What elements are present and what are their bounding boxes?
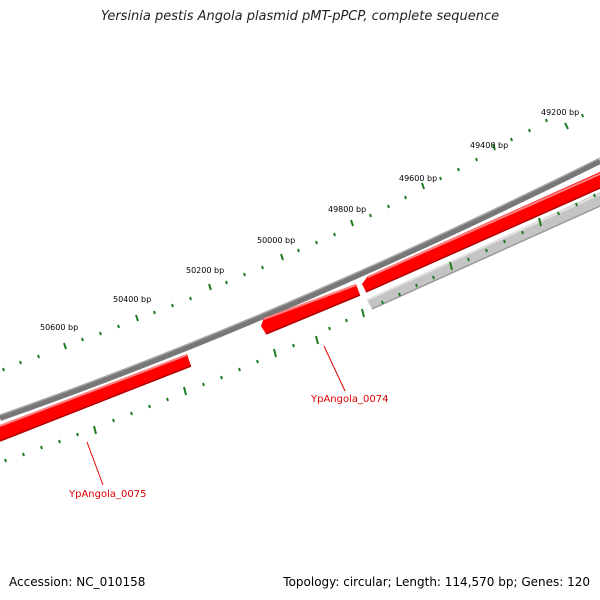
ruler-label: 50200 bp bbox=[186, 266, 224, 275]
ruler-labels: 49200 bp 49400 bp 49600 bp 49800 bp 5000… bbox=[40, 108, 579, 332]
map-title: Yersinia pestis Angola plasmid pMT-pPCP,… bbox=[100, 9, 500, 24]
ruler-label: 50000 bp bbox=[257, 236, 295, 245]
gene-block-upper-right-highlight bbox=[367, 173, 600, 278]
ruler-ticks-outer bbox=[2, 113, 584, 372]
gene-label-ypangola-0075[interactable]: YpAngola_0075 bbox=[68, 489, 146, 500]
gene-block-upper-right bbox=[362, 172, 600, 292]
light-feature-shadow bbox=[371, 205, 600, 310]
ruler-label: 49200 bp bbox=[541, 108, 579, 117]
backbone-strand-highlight bbox=[0, 157, 600, 416]
accession-text: Accession: NC_010158 bbox=[9, 575, 146, 589]
ruler-ticks-inner bbox=[4, 193, 596, 463]
gene-block-ypangola-0074-highlight bbox=[263, 284, 357, 320]
ruler-label: 49400 bp bbox=[470, 141, 508, 150]
backbone-strand bbox=[0, 158, 600, 421]
ruler-label: 50600 bp bbox=[40, 323, 78, 332]
gene-block-ypangola-0074 bbox=[261, 284, 360, 334]
ruler-label: 49800 bp bbox=[328, 205, 366, 214]
gene-label-ypangola-0074[interactable]: YpAngola_0074 bbox=[310, 394, 388, 405]
topology-summary-text: Topology: circular; Length: 114,570 bp; … bbox=[283, 575, 590, 589]
gene-block-ypangola-0075-shadow bbox=[0, 365, 192, 442]
gene-callout-line-0074 bbox=[323, 345, 346, 392]
ruler-label: 49600 bp bbox=[399, 174, 437, 183]
ruler-label: 50400 bp bbox=[113, 295, 151, 304]
gene-block-ypangola-0075-highlight bbox=[0, 354, 188, 427]
gene-callout-line-0075 bbox=[86, 441, 104, 486]
gene-block-upper-right-shadow bbox=[365, 187, 600, 293]
light-feature-edge bbox=[366, 193, 600, 301]
gene-block-ypangola-0075 bbox=[0, 354, 191, 441]
gene-block-ypangola-0074-shadow bbox=[265, 294, 361, 335]
